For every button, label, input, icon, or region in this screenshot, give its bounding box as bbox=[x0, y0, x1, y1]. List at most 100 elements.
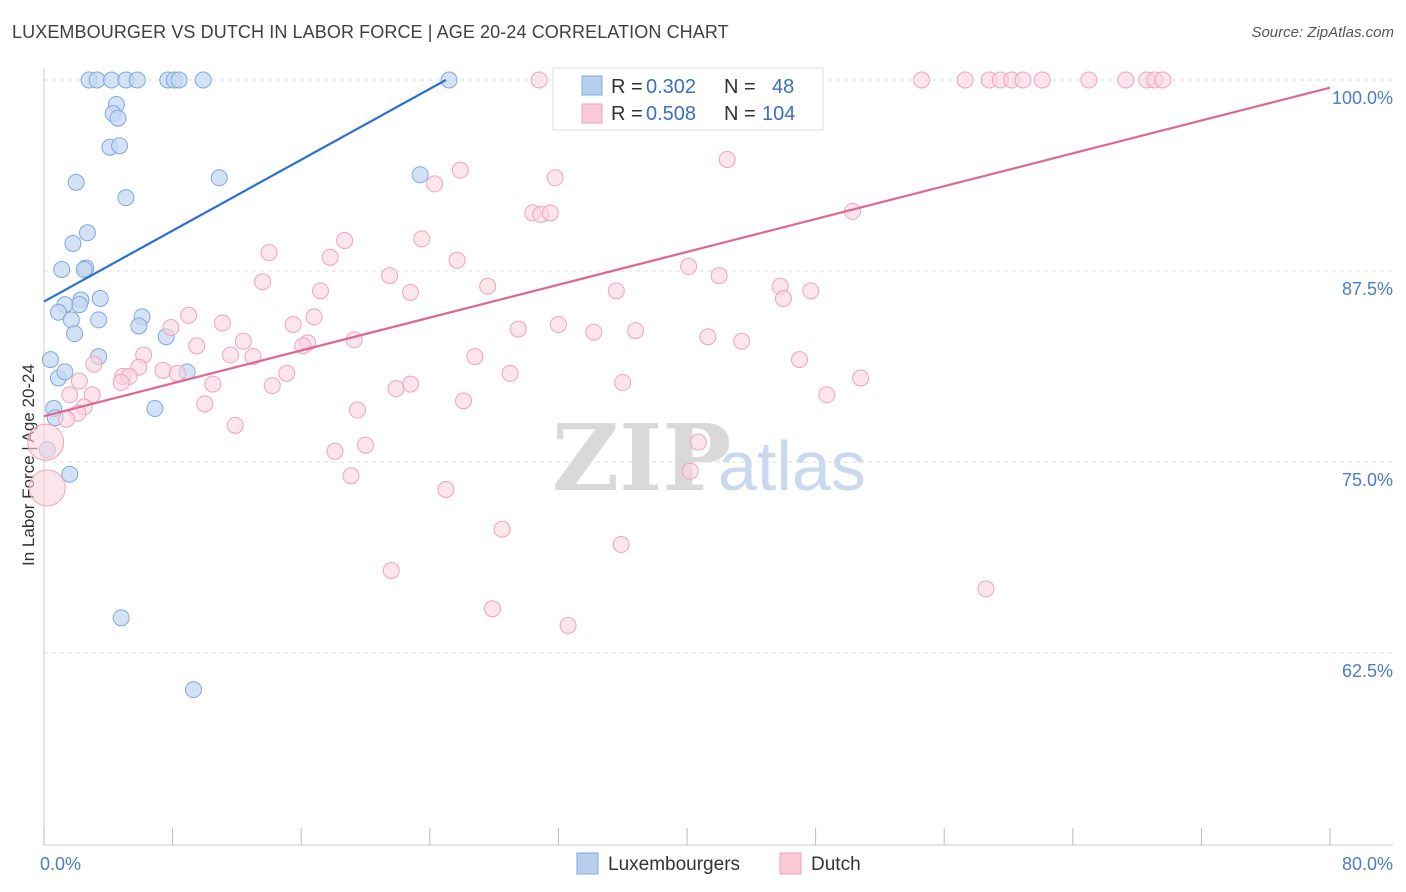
dutch-point bbox=[254, 273, 272, 291]
dutch-point bbox=[614, 374, 632, 392]
dutch-point bbox=[321, 248, 339, 266]
lux-point bbox=[146, 400, 164, 418]
dutch-point bbox=[1033, 71, 1051, 89]
legend-lux-swatch bbox=[576, 852, 599, 875]
lux-point bbox=[210, 169, 228, 187]
lux-point bbox=[61, 465, 79, 483]
dutch-point bbox=[852, 369, 870, 387]
dutch-point bbox=[479, 277, 497, 295]
source-label: Source: ZipAtlas.com bbox=[1251, 24, 1394, 41]
lux-point bbox=[64, 234, 82, 252]
dutch-point bbox=[28, 469, 66, 507]
dutch-point bbox=[977, 580, 995, 598]
dutch-point bbox=[437, 481, 455, 499]
dutch-point bbox=[541, 204, 559, 222]
gridlines bbox=[44, 79, 1393, 654]
dutch-point bbox=[710, 267, 728, 285]
dutch-point bbox=[180, 306, 198, 324]
dutch-point bbox=[342, 467, 360, 485]
lux-point bbox=[88, 71, 106, 89]
lux-point bbox=[78, 224, 96, 242]
dutch-point bbox=[733, 332, 751, 350]
lux-n-label: N = bbox=[724, 76, 756, 98]
dutch-point bbox=[1080, 71, 1098, 89]
lux-point bbox=[66, 325, 84, 343]
dutch-point bbox=[305, 308, 323, 326]
watermark-zip: ZIP bbox=[552, 404, 731, 512]
dutch-point bbox=[680, 257, 698, 275]
series-dutch bbox=[27, 71, 1172, 634]
lux-n-value: 48 bbox=[772, 76, 794, 98]
dutch-point bbox=[546, 169, 564, 187]
y-tick-label: 100.0% bbox=[1332, 88, 1393, 108]
lux-r-label: R = bbox=[611, 76, 643, 98]
dutch-r-value: 0.508 bbox=[646, 103, 696, 125]
lux-point bbox=[53, 260, 71, 278]
dutch-point bbox=[85, 355, 103, 373]
lux-point bbox=[103, 71, 121, 89]
stats-legend: R = 0.302 N = 48 R = 0.508 N = 104 bbox=[552, 67, 824, 131]
dutch-point bbox=[612, 536, 630, 554]
trend-lines bbox=[43, 79, 1331, 418]
dutch-point bbox=[802, 282, 820, 300]
dutch-n-value: 104 bbox=[762, 103, 795, 125]
dutch-point bbox=[348, 401, 366, 419]
lux-trend-line bbox=[43, 79, 447, 303]
y-tick-label: 75.0% bbox=[1342, 470, 1393, 490]
dutch-point bbox=[226, 416, 244, 434]
dutch-point bbox=[70, 372, 88, 390]
dutch-point bbox=[774, 290, 792, 308]
dutch-point bbox=[244, 348, 262, 366]
y-axis-label: In Labor Force | Age 20-24 bbox=[19, 364, 38, 566]
dutch-point bbox=[607, 282, 625, 300]
dutch-point bbox=[681, 462, 699, 480]
dutch-swatch bbox=[581, 103, 603, 124]
dutch-point bbox=[448, 251, 466, 269]
dutch-point bbox=[311, 282, 329, 300]
dutch-point bbox=[1154, 71, 1172, 89]
y-tick-label: 87.5% bbox=[1342, 279, 1393, 299]
x-tick-label: 80.0% bbox=[1342, 854, 1393, 874]
dutch-point bbox=[168, 364, 186, 382]
lux-point bbox=[184, 681, 202, 699]
lux-point bbox=[170, 71, 188, 89]
dutch-point bbox=[336, 231, 354, 249]
dutch-point bbox=[381, 267, 399, 285]
dutch-point bbox=[493, 520, 511, 538]
dutch-point bbox=[204, 375, 222, 393]
dutch-point bbox=[221, 346, 239, 364]
dutch-point bbox=[61, 386, 79, 404]
lux-point bbox=[128, 71, 146, 89]
dutch-point bbox=[112, 374, 130, 392]
x-tick-labels: 0.0% 80.0% bbox=[40, 854, 1393, 874]
dutch-point bbox=[213, 314, 231, 332]
dutch-point bbox=[530, 71, 548, 89]
dutch-point bbox=[451, 161, 469, 179]
lux-point bbox=[111, 137, 129, 155]
legend-lux-label: Luxembourgers bbox=[608, 854, 740, 875]
dutch-point bbox=[27, 423, 65, 461]
dutch-r-label: R = bbox=[611, 103, 643, 125]
dutch-point bbox=[699, 328, 717, 346]
dutch-point bbox=[956, 71, 974, 89]
lux-point bbox=[90, 311, 108, 329]
dutch-point bbox=[466, 348, 484, 366]
dutch-point bbox=[284, 315, 302, 333]
dutch-point bbox=[345, 331, 363, 349]
dutch-point bbox=[402, 375, 420, 393]
dutch-point bbox=[263, 377, 281, 395]
lux-point bbox=[117, 189, 135, 207]
dutch-point bbox=[1014, 71, 1032, 89]
lux-point bbox=[75, 260, 93, 278]
lux-point bbox=[411, 166, 429, 184]
lux-point bbox=[440, 71, 458, 89]
dutch-point bbox=[154, 361, 172, 379]
dutch-point bbox=[387, 380, 405, 398]
y-tick-label: 62.5% bbox=[1342, 661, 1393, 681]
lux-point bbox=[91, 290, 109, 308]
lux-point bbox=[112, 609, 130, 627]
dutch-point bbox=[718, 150, 736, 168]
dutch-point bbox=[689, 433, 707, 451]
lux-point bbox=[67, 173, 85, 191]
